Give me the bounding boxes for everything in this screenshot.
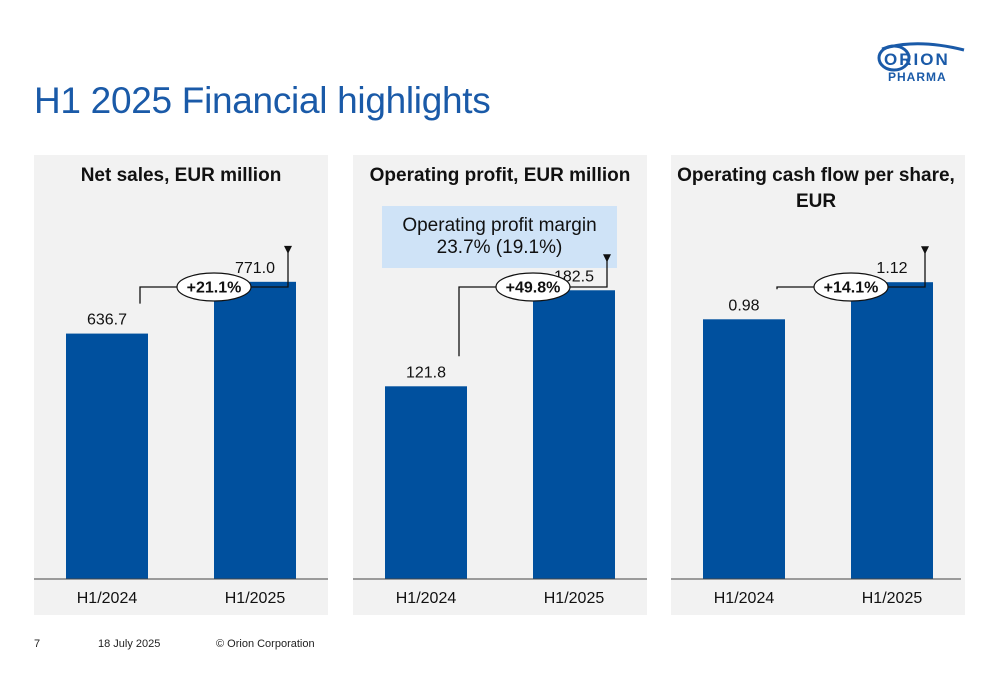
category-label: H1/2025	[862, 590, 923, 607]
svg-text:ORION: ORION	[884, 50, 950, 69]
margin-note-text: 23.7% (19.1%)	[437, 237, 563, 258]
change-arrowhead	[284, 245, 292, 254]
change-badge	[495, 272, 571, 302]
category-label: H1/2025	[225, 590, 286, 607]
change-badge	[813, 272, 889, 302]
change-label: +14.1%	[824, 280, 879, 297]
category-label: H1/2024	[396, 590, 457, 607]
change-label: +21.1%	[187, 280, 242, 297]
change-label: +49.8%	[506, 280, 561, 297]
footer-date: 18 July 2025	[98, 638, 161, 650]
operating-profit-chart: Operating profit, EUR million Operating p…	[353, 165, 647, 607]
bar-h1-2025	[214, 281, 296, 579]
data-label: 771.0	[235, 260, 275, 277]
margin-note-text: Operating profit margin	[402, 215, 596, 236]
margin-note-box	[382, 206, 617, 268]
page-title: H1 2025 Financial highlights	[34, 80, 491, 121]
page-number: 7	[34, 638, 41, 650]
chart-title: EUR	[796, 191, 836, 212]
operating-profit-panel: Operating profit, EUR million Operating p…	[353, 155, 647, 615]
svg-text:PHARMA: PHARMA	[888, 70, 947, 84]
chart-title: Net sales, EUR million	[81, 165, 282, 186]
bar-h1-2025	[851, 282, 933, 579]
net-sales-chart: Net sales, EUR million 636.7 H1/2024 771.0 H…	[34, 165, 328, 607]
data-label: 121.8	[406, 364, 446, 381]
cash-flow-chart: Operating cash flow per share, EUR 0.98 H1/…	[671, 165, 961, 607]
cash-flow-panel: Operating cash flow per share, EUR 0.98 H1/…	[671, 155, 965, 615]
bar-h1-2024	[66, 333, 148, 579]
bar-h1-2024	[385, 386, 467, 579]
orion-pharma-logo: ORION PHARMA	[877, 42, 965, 84]
data-label: 1.12	[876, 260, 907, 277]
category-label: H1/2024	[77, 590, 138, 607]
data-label: 636.7	[87, 312, 127, 329]
change-arrowhead	[603, 254, 611, 263]
footer-copyright: © Orion Corporation	[216, 638, 315, 650]
net-sales-panel: Net sales, EUR million 636.7 H1/2024 771.0 H…	[34, 155, 328, 615]
change-badge	[176, 272, 252, 302]
bar-h1-2025	[533, 290, 615, 579]
chart-title: Operating cash flow per share,	[677, 165, 955, 186]
change-arrowhead	[921, 246, 929, 255]
category-label: H1/2024	[714, 590, 775, 607]
data-label: 0.98	[728, 297, 759, 314]
bar-h1-2024	[703, 319, 785, 579]
chart-title: Operating profit, EUR million	[370, 165, 631, 186]
category-label: H1/2025	[544, 590, 605, 607]
